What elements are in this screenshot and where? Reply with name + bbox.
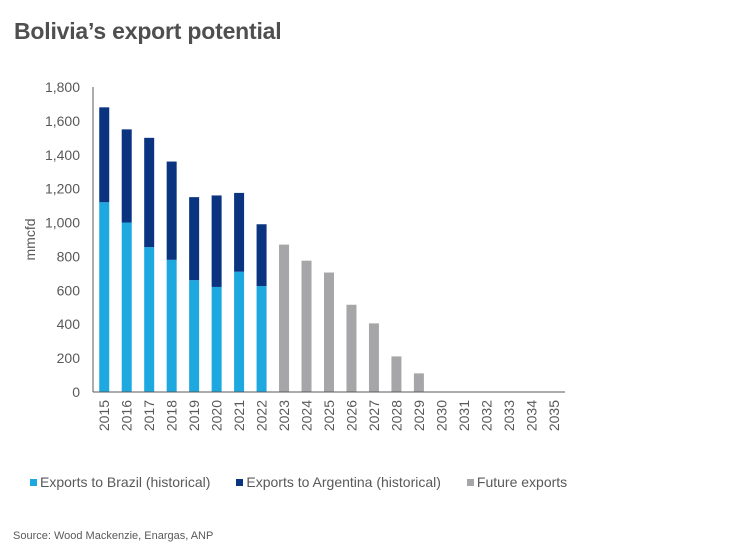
x-tick-label: 2035 — [546, 400, 562, 431]
y-tick-label: 0 — [72, 384, 80, 400]
x-tick-label: 2025 — [321, 400, 337, 431]
bar-argentina-2017 — [144, 137, 155, 248]
bar-brazil-2017 — [144, 247, 155, 392]
y-tick-label: 400 — [57, 316, 81, 332]
x-tick-label: 2023 — [276, 400, 292, 431]
bar-argentina-2018 — [166, 161, 177, 260]
legend-swatch-brazil — [30, 478, 37, 486]
x-tick-label: 2031 — [456, 400, 472, 431]
bar-brazil-2021 — [234, 271, 245, 392]
x-tick-label: 2026 — [343, 400, 359, 431]
legend-item-brazil: Exports to Brazil (historical) — [30, 474, 210, 490]
x-tick-label: 2028 — [388, 400, 404, 431]
y-axis-title: mmcfd — [22, 219, 38, 261]
y-tick-label: 800 — [57, 248, 81, 264]
x-tick-label: 2033 — [501, 400, 517, 431]
x-tick-label: 2024 — [299, 400, 315, 431]
y-tick-label: 200 — [57, 350, 81, 366]
x-tick-label: 2015 — [96, 400, 112, 431]
legend-label-brazil: Exports to Brazil (historical) — [40, 474, 211, 490]
y-tick-label: 1,400 — [45, 147, 80, 163]
x-tick-label: 2019 — [186, 400, 202, 431]
y-tick-label: 600 — [57, 282, 81, 298]
legend-item-argentina: Exports to Argentina (historical) — [236, 474, 441, 490]
legend-label-argentina: Exports to Argentina (historical) — [246, 474, 441, 490]
bar-future-2023 — [279, 244, 290, 392]
x-tick-label: 2032 — [478, 400, 494, 431]
x-tick-label: 2016 — [119, 400, 135, 431]
x-tick-label: 2029 — [411, 400, 427, 431]
y-axis-ticks: 0 200 400 600 800 1,000 1,200 1,400 1,600 1,800 — [45, 79, 80, 400]
bar-argentina-2015 — [99, 107, 110, 203]
source-note: Source: Wood Mackenzie, Enargas, ANP — [13, 530, 214, 542]
bar-argentina-2019 — [189, 197, 200, 281]
legend-item-future: Future exports — [466, 474, 568, 490]
bar-future-2028 — [391, 356, 402, 392]
x-axis-ticks: 2015 2016 2017 2018 2019 2020 2021 2022 2023 2024… — [96, 400, 562, 431]
bar-future-2025 — [324, 272, 334, 392]
bar-future-2026 — [346, 304, 357, 392]
bar-brazil-2016 — [121, 222, 132, 392]
chart-title: Bolivia’s export potential — [14, 18, 282, 44]
x-tick-label: 2017 — [141, 400, 157, 431]
x-tick-label: 2020 — [209, 400, 225, 431]
x-tick-label: 2021 — [231, 400, 247, 431]
bar-future-2024 — [301, 260, 312, 392]
y-tick-label: 1,800 — [45, 79, 80, 95]
x-tick-label: 2030 — [433, 400, 449, 431]
bar-brazil-2018 — [166, 259, 177, 392]
bar-brazil-2022 — [256, 286, 267, 392]
legend-label-future: Future exports — [476, 474, 568, 490]
bar-future-2029 — [413, 373, 424, 392]
bars — [99, 107, 424, 392]
bar-brazil-2020 — [211, 286, 222, 392]
y-tick-label: 1,200 — [45, 181, 80, 197]
x-tick-label: 2022 — [254, 400, 270, 431]
legend: Exports to Brazil (historical) Exports t… — [30, 474, 593, 490]
bar-argentina-2021 — [234, 192, 245, 272]
bar-future-2027 — [368, 323, 379, 392]
bar-brazil-2015 — [99, 202, 110, 392]
x-tick-label: 2018 — [164, 400, 180, 431]
y-tick-label: 1,000 — [45, 215, 80, 231]
legend-swatch-argentina — [236, 478, 244, 486]
bar-argentina-2022 — [256, 224, 267, 287]
legend-swatch-future — [466, 478, 474, 486]
y-tick-label: 1,600 — [45, 113, 80, 129]
x-tick-label: 2034 — [523, 400, 539, 431]
bar-argentina-2020 — [211, 195, 222, 287]
bar-argentina-2016 — [121, 129, 132, 223]
bar-brazil-2019 — [189, 280, 200, 392]
x-tick-label: 2027 — [366, 400, 382, 431]
